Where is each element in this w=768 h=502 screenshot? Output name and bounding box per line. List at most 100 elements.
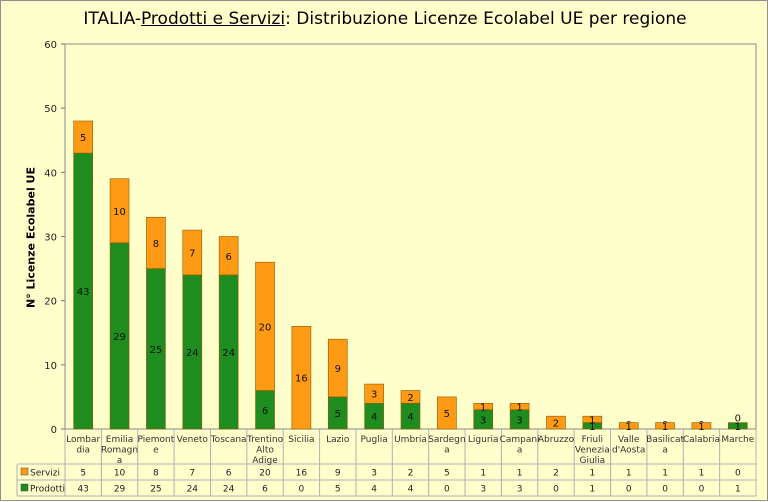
y-tick-label: 60 <box>44 40 57 51</box>
bar-servizi <box>509 403 530 411</box>
x-tick-label: a <box>517 446 523 456</box>
table-cell-prodotti: 4 <box>371 485 377 495</box>
bar-servizi <box>73 120 93 154</box>
x-tick-label: a <box>117 456 123 466</box>
title-suffix: : Distribuzione Licenze Ecolabel UE per … <box>285 9 687 29</box>
data-label-servizi: 2 <box>553 419 559 430</box>
data-label-servizi: 1 <box>589 415 595 426</box>
data-label-servizi: 0 <box>735 414 741 425</box>
data-label-prodotti: 1 <box>589 422 595 433</box>
title-prefix: ITALIA- <box>83 9 141 29</box>
table-cell-prodotti: 0 <box>626 485 632 495</box>
x-tick-label: Campani <box>500 435 540 445</box>
bar-servizi <box>655 422 675 430</box>
bar-servizi <box>109 178 130 244</box>
plot-area <box>64 43 757 430</box>
bar-servizi <box>546 415 566 430</box>
table-cell-prodotti: 1 <box>589 485 595 495</box>
data-label-prodotti: 43 <box>77 287 90 298</box>
x-tick-label: Emilia <box>106 435 133 445</box>
x-tick-label: Trentino <box>246 435 284 445</box>
data-label-servizi: 8 <box>153 239 159 250</box>
table-cell-prodotti: 0 <box>553 485 559 495</box>
legend-label-servizi: Servizi <box>30 469 60 479</box>
table-cell-servizi: 1 <box>626 469 632 479</box>
x-tick-label: Lombar <box>66 435 100 445</box>
data-label-servizi: 1 <box>698 422 704 433</box>
x-tick-label: Friuli <box>582 435 603 445</box>
x-tick-label: Liguria <box>468 435 499 445</box>
table-cell-servizi: 6 <box>226 469 232 479</box>
data-label-prodotti: 4 <box>407 412 413 423</box>
data-label-prodotti: 24 <box>186 348 199 359</box>
data-label-servizi: 5 <box>444 409 450 420</box>
table-cell-prodotti: 29 <box>114 485 126 495</box>
x-tick-label: Abruzzo <box>538 435 575 445</box>
table-cell-servizi: 8 <box>153 469 159 479</box>
table-cell-servizi: 5 <box>444 469 450 479</box>
bar-servizi <box>400 390 421 404</box>
table-cell-prodotti: 0 <box>444 485 450 495</box>
bar-servizi <box>582 415 603 423</box>
table-cell-prodotti: 5 <box>335 485 341 495</box>
bar-servizi <box>218 236 239 276</box>
x-tick-label: dia <box>76 446 90 456</box>
x-tick-label: Toscana <box>210 435 247 445</box>
x-tick-label: Sicilia <box>288 435 314 445</box>
data-label-servizi: 1 <box>626 422 632 433</box>
y-tick-label: 40 <box>44 168 57 179</box>
y-tick-label: 10 <box>44 361 57 372</box>
y-tick-label: 50 <box>44 104 57 115</box>
data-label-servizi: 5 <box>80 133 86 144</box>
bar-servizi <box>182 229 203 276</box>
x-tick-label: Sardegn <box>428 435 465 445</box>
table-cell-servizi: 1 <box>589 469 595 479</box>
table-cell-prodotti: 6 <box>262 485 268 495</box>
x-tick-label: Lazio <box>326 435 350 445</box>
bar-servizi <box>618 422 639 430</box>
data-label-prodotti: 1 <box>735 422 741 433</box>
y-tick-label: 0 <box>51 425 57 436</box>
bar-servizi <box>437 396 457 430</box>
table-cell-servizi: 2 <box>553 469 559 479</box>
table-cell-prodotti: 25 <box>150 485 161 495</box>
bar-servizi <box>146 216 166 269</box>
table-cell-servizi: 1 <box>699 469 705 479</box>
x-tick-label: Alto <box>256 446 274 456</box>
x-tick-label: d'Aosta <box>612 446 645 456</box>
x-tick-label: Adige <box>252 456 278 466</box>
table-cell-servizi: 2 <box>408 469 414 479</box>
data-label-servizi: 9 <box>335 364 341 375</box>
data-label-prodotti: 3 <box>516 415 522 426</box>
data-label-servizi: 10 <box>113 207 126 218</box>
legend-label-prodotti: Prodotti <box>30 485 65 495</box>
data-label-servizi: 1 <box>480 403 486 414</box>
table-cell-servizi: 0 <box>735 469 741 479</box>
table-cell-prodotti: 0 <box>699 485 705 495</box>
data-label-prodotti: 6 <box>262 406 268 417</box>
x-tick-label: Marche <box>721 435 754 445</box>
data-label-prodotti: 29 <box>113 332 126 343</box>
x-tick-label: Basilicat <box>646 435 684 445</box>
data-label-prodotti: 25 <box>150 345 163 356</box>
x-tick-label: a <box>662 446 668 456</box>
table-cell-servizi: 20 <box>259 469 271 479</box>
legend-swatch-servizi <box>20 467 29 476</box>
table-cell-prodotti: 43 <box>77 485 88 495</box>
data-label-servizi: 1 <box>516 403 522 414</box>
table-cell-prodotti: 0 <box>299 485 305 495</box>
bar-prodotti <box>728 422 748 430</box>
x-tick-label: Valle <box>618 435 640 445</box>
table-cell-prodotti: 0 <box>662 485 668 495</box>
x-tick-label: Puglia <box>361 435 388 445</box>
table-cell-servizi: 16 <box>296 469 308 479</box>
x-tick-label: Romagn <box>101 446 138 456</box>
data-label-prodotti: 4 <box>371 412 377 423</box>
legend-swatch-prodotti <box>20 483 29 492</box>
data-label-servizi: 6 <box>225 252 231 263</box>
bar-servizi <box>364 383 384 404</box>
table-cell-prodotti: 3 <box>517 485 523 495</box>
table-cell-servizi: 10 <box>114 469 126 479</box>
data-label-servizi: 16 <box>295 374 308 385</box>
